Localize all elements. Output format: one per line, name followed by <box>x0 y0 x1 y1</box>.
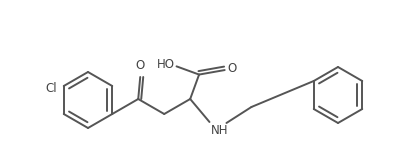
Text: O: O <box>136 59 145 72</box>
Text: Cl: Cl <box>45 81 57 95</box>
Text: O: O <box>228 62 237 75</box>
Text: HO: HO <box>156 58 175 71</box>
Text: NH: NH <box>210 124 228 137</box>
